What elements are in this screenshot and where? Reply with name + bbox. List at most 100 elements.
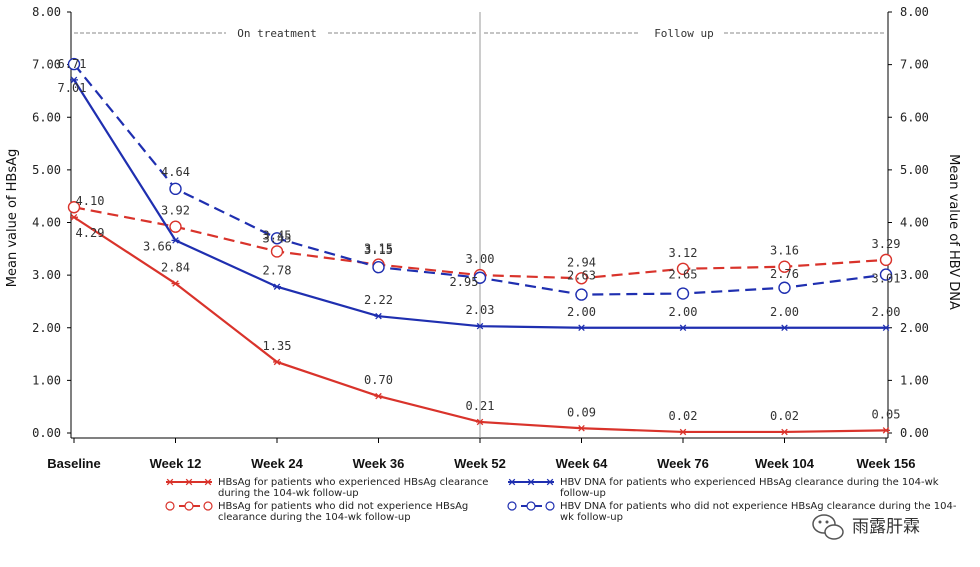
y-tick-label-right: 3.00 <box>900 268 929 282</box>
series-3-data-label: 2.00 <box>770 305 799 319</box>
series-1-data-label: 0.21 <box>466 399 495 413</box>
y-tick-label-left: 5.00 <box>32 163 61 177</box>
series-3-point <box>374 312 383 320</box>
series-3-data-label: 2.78 <box>263 264 292 278</box>
y-tick-label-right: 6.00 <box>900 110 929 124</box>
series-3-data-label: 2.22 <box>364 293 393 307</box>
y-tick-label-left: 4.00 <box>32 216 61 230</box>
legend-swatch-marker <box>184 501 194 511</box>
y-tick-label-left: 3.00 <box>32 268 61 282</box>
watermark: 雨露肝霖 <box>812 514 920 540</box>
series-1-data-label: 0.02 <box>669 409 698 423</box>
series-4-point <box>169 182 182 196</box>
legend-label-line1: HBsAg for patients who did not experienc… <box>218 501 468 512</box>
series-4-point <box>575 288 588 301</box>
series-3-data-label: 7.01 <box>58 81 87 95</box>
wechat-icon <box>812 514 844 540</box>
series-3-point <box>273 283 281 290</box>
series-2-point <box>676 262 690 276</box>
series-4-point <box>372 261 385 274</box>
x-tick-label: Week 12 <box>150 456 202 471</box>
chart-frame: 0.00 0.00 1.00 1.00 2.00 2.00 3.00 3.00 4.00 4.00… <box>32 5 929 471</box>
legend-label-line2: clearance during the 104-wk follow-up <box>218 512 411 523</box>
legend: HBsAg for patients who experienced HBsAg… <box>165 477 957 523</box>
series-1-point <box>679 428 687 436</box>
series-layer <box>67 57 893 436</box>
series-4-data-label: 2.63 <box>567 269 596 283</box>
series-2-point <box>879 253 893 267</box>
series-4-point <box>270 232 284 245</box>
x-tick-label: Week 24 <box>251 456 304 471</box>
x-tick-label: Week 76 <box>657 456 709 471</box>
legend-item-1: HBsAg for patients who experienced HBsAg… <box>166 477 488 499</box>
series-2-data-label: 3.29 <box>872 237 901 251</box>
series-4-point <box>67 57 81 71</box>
legend-label-line2: during the 104-wk follow-up <box>218 488 359 499</box>
series-1-data-label: 0.70 <box>364 373 393 387</box>
legend-item-2: HBsAg for patients who did not experienc… <box>165 501 468 523</box>
series-1-point <box>70 213 78 221</box>
legend-swatch-marker <box>545 501 555 511</box>
y-tick-label-left: 6.00 <box>32 110 61 124</box>
y-tick-label-left: 8.00 <box>32 5 61 19</box>
series-3-data-label: 3.66 <box>143 239 172 253</box>
y-tick-label-right: 1.00 <box>900 373 929 387</box>
legend-swatch-marker <box>527 478 535 486</box>
legend-swatch-marker <box>185 478 193 486</box>
series-1-point <box>476 418 484 426</box>
series-2-point <box>575 272 588 285</box>
y-tick-label-left: 0.00 <box>32 426 61 440</box>
series-3-data-label: 2.00 <box>567 305 596 319</box>
series-4-point <box>676 287 690 300</box>
series-4-data-label: 2.95 <box>450 275 479 289</box>
series-3-point <box>171 237 180 244</box>
series-1-point <box>882 427 890 434</box>
series-3-data-label: 2.00 <box>872 305 901 319</box>
y-tick-label-left: 1.00 <box>32 373 61 387</box>
series-4-point <box>778 281 791 294</box>
y-tick-label-left: 7.00 <box>32 58 61 72</box>
series-2-data-label: 3.16 <box>770 244 799 258</box>
legend-label-line2: follow-up <box>560 488 606 499</box>
legend-swatch-marker <box>204 478 212 486</box>
legend-item-3: HBV DNA for patients who experienced HBs… <box>508 477 939 499</box>
series-2-data-label: 4.10 <box>76 194 105 208</box>
series-1-data-label: 4.29 <box>76 226 105 240</box>
series-4-data-label: 6.71 <box>58 57 87 71</box>
series-3-data-label: 2.00 <box>669 305 698 319</box>
series-1-point <box>171 280 180 287</box>
series-1-data-label: 0.09 <box>567 405 596 419</box>
y-tick-label-left: 2.00 <box>32 321 61 335</box>
series-3-point <box>577 324 586 332</box>
legend-swatch-marker <box>507 501 517 511</box>
series-1-point <box>577 425 586 432</box>
y-tick-label-right: 0.00 <box>900 426 929 440</box>
series-3-point <box>780 324 789 332</box>
watermark-text: 雨露肝霖 <box>852 517 920 537</box>
legend-swatch-marker <box>526 501 536 511</box>
x-tick-label: Week 156 <box>856 456 915 471</box>
series-1-point <box>780 428 789 436</box>
x-tick-label: Week 36 <box>353 456 405 471</box>
series-2-point <box>169 220 182 233</box>
series-2-point <box>67 201 81 214</box>
series-1-data-label: 2.84 <box>161 261 190 275</box>
series-2-point <box>270 245 284 258</box>
legend-swatch-marker <box>546 478 554 486</box>
legend-item-4: HBV DNA for patients who did not experie… <box>507 501 957 523</box>
series-4-point <box>879 268 893 281</box>
series-4-data-label: 2.76 <box>770 267 799 281</box>
series-4-data-label: 2.65 <box>669 268 698 282</box>
series-4-point <box>473 271 487 284</box>
y-axis-right-title: Mean value of HBV DNA <box>946 154 961 310</box>
legend-swatch-marker <box>165 501 175 511</box>
series-3-data-label: 2.03 <box>466 303 495 317</box>
series-2-data-label: 3.00 <box>466 252 495 266</box>
series-4-data-label: 3.01 <box>872 272 901 286</box>
series-2-data-label: 3.45 <box>263 228 292 242</box>
y-tick-label-right: 2.00 <box>900 321 929 335</box>
data-label-layer: 4.29 2.84 1.35 0.70 0.21 0.09 0.02 0.02 0.05 4.10… <box>58 57 901 423</box>
x-tick-label: Week 52 <box>454 456 506 471</box>
legend-label-line1: HBV DNA for patients who did not experie… <box>560 501 957 512</box>
